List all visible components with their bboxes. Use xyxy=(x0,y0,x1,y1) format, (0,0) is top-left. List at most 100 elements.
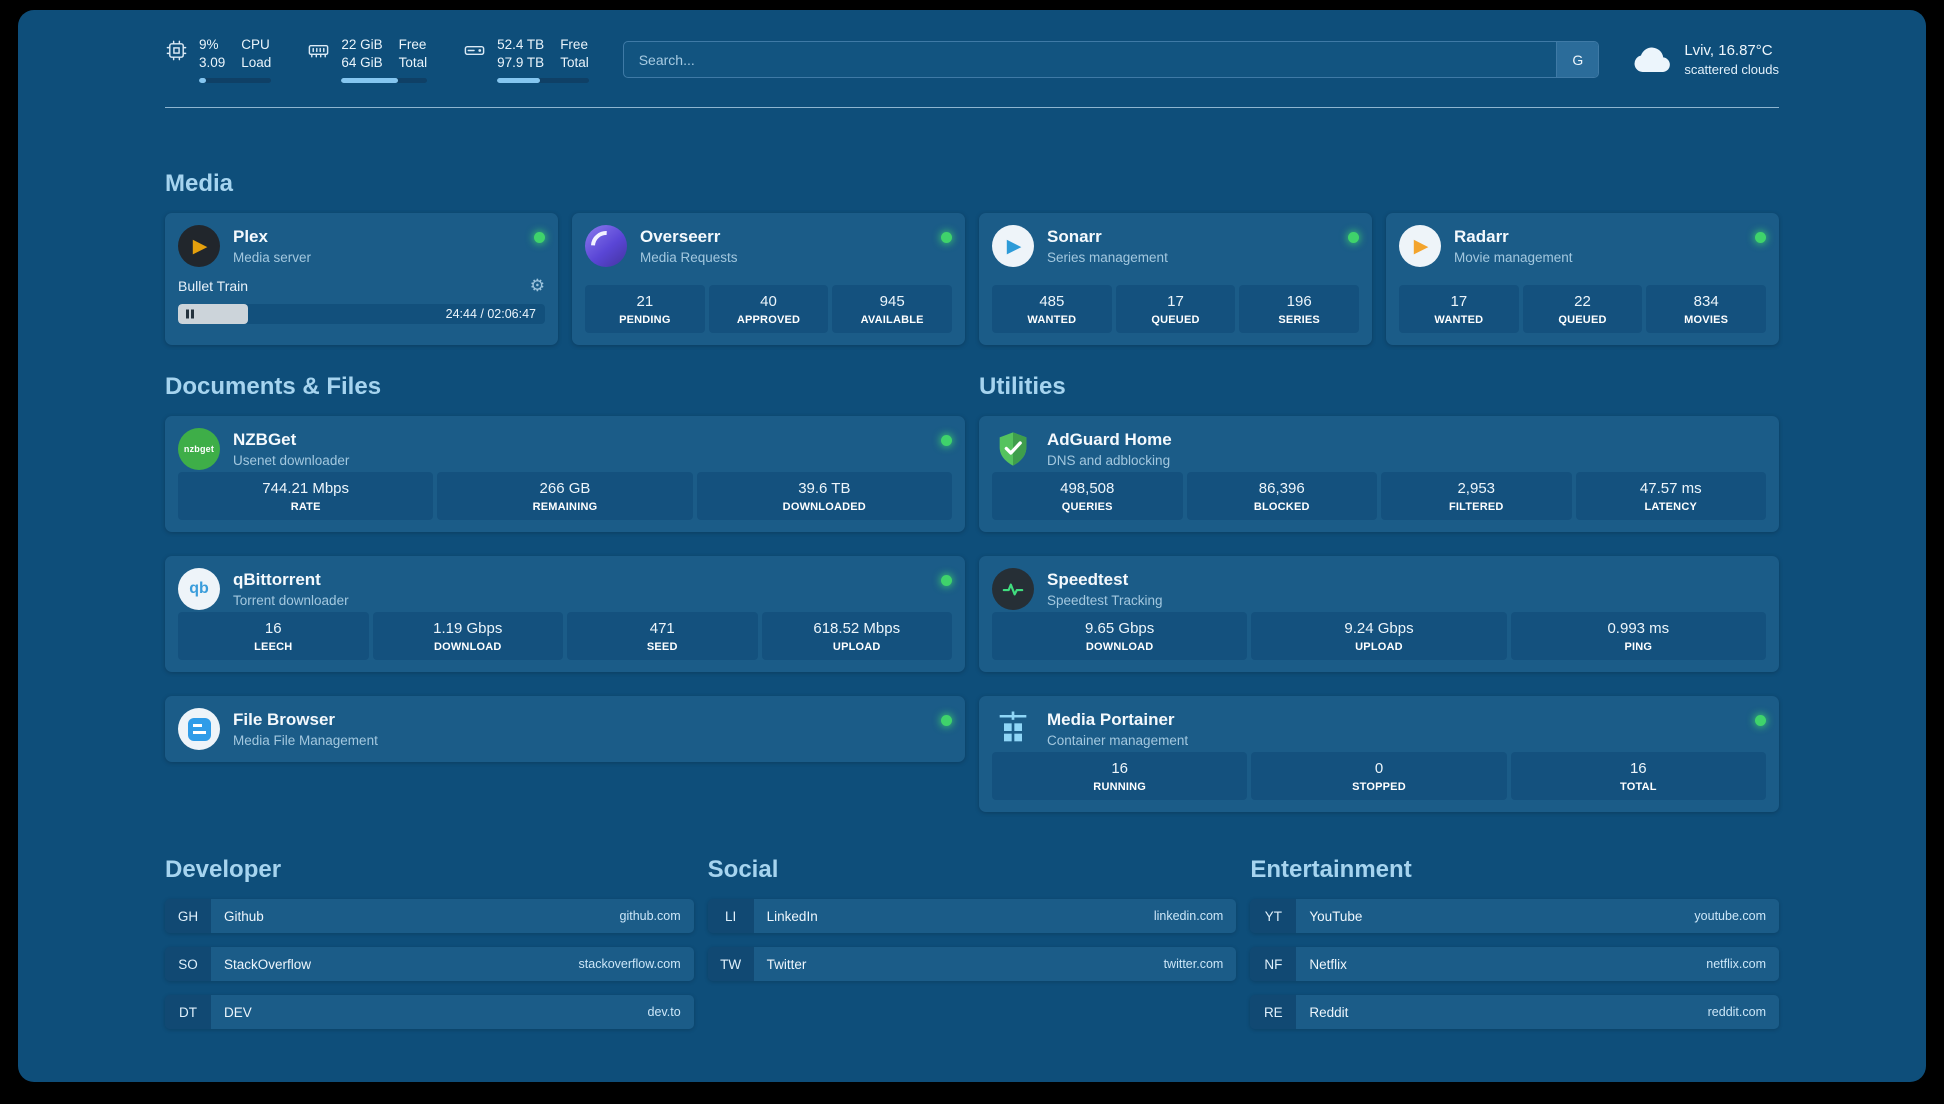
link-name: DEV xyxy=(224,1004,252,1020)
app-card-radarr[interactable]: ▶ Radarr Movie management 17 WANTED 22 Q… xyxy=(1386,213,1779,346)
stat-value: 834 xyxy=(1693,293,1719,311)
utilities-section: Utilities AdGuard Home xyxy=(979,373,1779,813)
stat-remaining: 266 GB REMAINING xyxy=(437,472,693,521)
dashboard: 9% 3.09 CPU Load xyxy=(18,10,1926,1082)
link-abbr: GH xyxy=(165,899,211,934)
stat-value: 17 xyxy=(1450,293,1468,311)
playback-time: 24:44 / 02:06:47 xyxy=(445,307,536,322)
app-card-adguard[interactable]: AdGuard Home DNS and adblocking 498,508 … xyxy=(979,416,1779,533)
stat-upload: 9.24 Gbps UPLOAD xyxy=(1251,612,1507,661)
cpu-progress-bar xyxy=(199,78,272,84)
link-twitter[interactable]: TW Twitter twitter.com xyxy=(707,947,1237,982)
app-card-qbittorrent[interactable]: qb qBittorrent Torrent downloader 16 LEE… xyxy=(165,556,965,673)
app-subtitle: Series management xyxy=(1047,250,1168,266)
search-input[interactable] xyxy=(623,42,1557,78)
link-name: Twitter xyxy=(766,956,807,972)
link-name: Netflix xyxy=(1309,956,1347,972)
cpu-label: CPU xyxy=(241,37,270,52)
stat-value: 22 xyxy=(1574,293,1591,311)
filebrowser-icon xyxy=(178,708,220,751)
link-reddit[interactable]: RE Reddit reddit.com xyxy=(1250,995,1779,1030)
stat-value: 485 xyxy=(1039,293,1065,311)
sonarr-icon: ▶ xyxy=(992,225,1034,268)
app-card-speedtest[interactable]: Speedtest Speedtest Tracking 9.65 Gbps D… xyxy=(979,556,1779,673)
now-playing-title: Bullet Train xyxy=(178,278,249,295)
stat-value: 618.52 Mbps xyxy=(813,620,901,638)
ram-progress-bar xyxy=(341,78,428,84)
link-github[interactable]: GH Github github.com xyxy=(165,899,694,934)
stat-label: LEECH xyxy=(254,641,293,654)
link-url: dev.to xyxy=(647,1005,681,1020)
disk-free-value: 52.4 TB xyxy=(497,37,545,52)
link-stackoverflow[interactable]: SO StackOverflow stackoverflow.com xyxy=(165,947,694,982)
system-stats: 9% 3.09 CPU Load xyxy=(165,36,589,84)
weather-location: Lviv, 16.87°C xyxy=(1684,42,1773,60)
pause-icon[interactable] xyxy=(186,309,194,319)
section-title-media: Media xyxy=(165,170,234,198)
stat-label: SERIES xyxy=(1278,314,1320,327)
stat-label: QUEUED xyxy=(1558,314,1607,327)
app-card-portainer[interactable]: Media Portainer Container management 16 … xyxy=(979,696,1779,813)
stat-label: MOVIES xyxy=(1684,314,1729,327)
stat-value: 471 xyxy=(649,620,675,638)
ram-free-value: 22 GiB xyxy=(341,37,383,52)
link-netflix[interactable]: NF Netflix netflix.com xyxy=(1250,947,1779,982)
app-name: Media Portainer xyxy=(1047,710,1175,730)
link-url: reddit.com xyxy=(1707,1005,1766,1020)
stat-series: 196 SERIES xyxy=(1239,285,1360,334)
stat-label: BLOCKED xyxy=(1253,501,1310,514)
stat-label: AVAILABLE xyxy=(860,314,924,327)
link-abbr: RE xyxy=(1250,995,1297,1030)
app-card-overseerr[interactable]: Overseerr Media Requests 21 PENDING 40 A… xyxy=(572,213,965,346)
stat-label: DOWNLOADED xyxy=(782,501,866,514)
app-name: Plex xyxy=(233,227,268,247)
app-name: NZBGet xyxy=(233,430,297,450)
link-name: YouTube xyxy=(1309,908,1363,924)
adguard-icon xyxy=(992,428,1034,470)
stat-label: LATENCY xyxy=(1644,501,1698,514)
developer-section: Developer GH Github github.com SO StackO… xyxy=(165,856,694,1030)
link-abbr: YT xyxy=(1250,899,1297,934)
search-engine-button[interactable]: G xyxy=(1556,42,1599,78)
stat-label: PING xyxy=(1624,641,1653,654)
app-card-plex[interactable]: ▶ Plex Media server Bullet Train ⚙ 24:44… xyxy=(165,213,558,346)
app-card-nzbget[interactable]: nzbget NZBGet Usenet downloader 744.21 M… xyxy=(165,416,965,533)
portainer-icon xyxy=(992,708,1034,750)
link-url: stackoverflow.com xyxy=(578,957,681,972)
status-dot xyxy=(534,232,545,244)
gear-icon[interactable]: ⚙ xyxy=(529,276,545,296)
stat-running: 16 RUNNING xyxy=(992,752,1248,801)
stat-latency: 47.57 ms LATENCY xyxy=(1575,472,1766,521)
stat-value: 196 xyxy=(1286,293,1312,311)
total-label: Total xyxy=(398,55,428,71)
status-dot xyxy=(941,715,952,727)
section-title-utilities: Utilities xyxy=(979,373,1066,401)
playback-progress-bar[interactable]: 24:44 / 02:06:47 xyxy=(178,304,545,325)
link-youtube[interactable]: YT YouTube youtube.com xyxy=(1250,899,1779,934)
app-name: qBittorrent xyxy=(233,570,321,590)
stat-label: FILTERED xyxy=(1448,501,1504,514)
stat-rate: 744.21 Mbps RATE xyxy=(178,472,434,521)
stat-value: 39.6 TB xyxy=(798,480,851,498)
stat-available: 945 AVAILABLE xyxy=(832,285,953,334)
stat-value: 16 xyxy=(264,620,282,638)
app-subtitle: Movie management xyxy=(1454,250,1573,266)
status-dot xyxy=(1755,715,1766,727)
stat-label: RATE xyxy=(290,501,321,514)
cpu-usage-widget: 9% 3.09 CPU Load xyxy=(165,36,272,84)
link-dev[interactable]: DT DEV dev.to xyxy=(165,995,694,1030)
stat-value: 21 xyxy=(636,293,654,311)
stat-label: WANTED xyxy=(1027,314,1077,327)
link-linkedin[interactable]: LI LinkedIn linkedin.com xyxy=(707,899,1237,934)
link-name: Reddit xyxy=(1309,1004,1349,1020)
app-card-sonarr[interactable]: ▶ Sonarr Series management 485 WANTED 17… xyxy=(979,213,1372,346)
stat-label: REMAINING xyxy=(532,501,598,514)
app-name: Speedtest xyxy=(1047,570,1129,590)
stat-value: 0 xyxy=(1374,760,1384,778)
link-abbr: LI xyxy=(707,899,754,934)
entertainment-section: Entertainment YT YouTube youtube.com NF … xyxy=(1250,856,1779,1030)
stat-leech: 16 LEECH xyxy=(178,612,369,661)
section-title-developer: Developer xyxy=(165,856,282,884)
app-card-filebrowser[interactable]: File Browser Media File Management xyxy=(165,696,965,763)
cpu-usage-value: 9% xyxy=(199,37,219,52)
